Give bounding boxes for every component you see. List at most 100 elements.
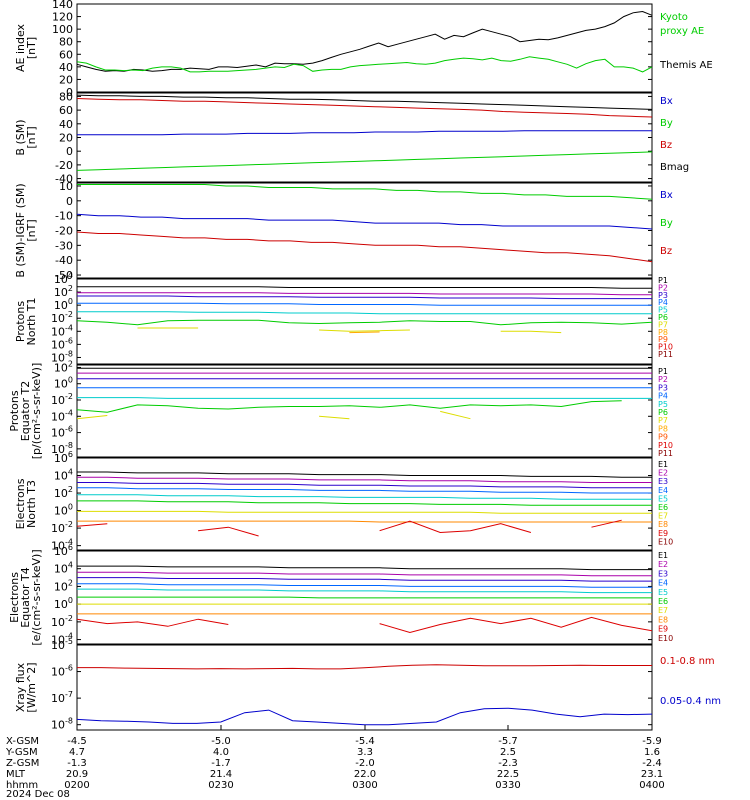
panel-frame [76, 3, 653, 93]
series-bmag [76, 94, 653, 110]
legend-entry: P2 [658, 283, 668, 292]
series-p7 [138, 328, 622, 333]
ytick-label: 102 [54, 485, 73, 500]
ylabel-line: Electrons [8, 572, 21, 623]
legend-entry: P2 [658, 375, 668, 384]
ephemeris-value: 0230 [208, 780, 233, 791]
series-e5 [77, 588, 652, 594]
ytick-label: 10-6 [51, 336, 73, 351]
legend-entry: E7 [658, 606, 668, 615]
ylabel-line: Equator T4 [19, 567, 32, 627]
legend-entry: P9 [658, 335, 668, 344]
series-bz [76, 98, 653, 118]
legend-entry: By [660, 118, 673, 129]
ytick-label: 10-2 [51, 520, 73, 535]
legend-entry: E2 [658, 560, 668, 569]
ytick-label: 10-6 [51, 425, 73, 440]
legend-entry: P7 [658, 416, 668, 425]
legend-entry: E4 [658, 486, 668, 495]
ylabel-line: [p/(cm²-s-sr-keV)] [30, 363, 43, 460]
legend-entry: P11 [658, 449, 673, 458]
ytick-label: -40 [55, 254, 73, 267]
ephemeris-value: 0400 [639, 780, 664, 791]
ephemeris-value: -1.3 [67, 758, 87, 769]
series-p3 [77, 295, 652, 300]
series-p5 [77, 311, 652, 315]
ytick-label: 100 [54, 596, 73, 611]
ylabel-line: AE index [14, 23, 27, 72]
ylabel-line: [e/(cm²-s-sr-keV)] [30, 549, 43, 645]
date-label: 2024 Dec 08 [6, 789, 70, 800]
series-p6 [76, 319, 653, 326]
ytick-label: 10-7 [51, 690, 73, 705]
panel-frame [76, 644, 653, 731]
ephemeris-value: -2.0 [355, 758, 375, 769]
ytick-label: 140 [52, 0, 73, 11]
series-p1 [77, 286, 652, 289]
ephemeris-value: 4.0 [213, 747, 229, 758]
legend-entry: E3 [658, 477, 668, 486]
ytick-label: 10-8 [51, 717, 73, 732]
ephemeris-value: 2.5 [500, 747, 516, 758]
ytick-label: 100 [54, 376, 73, 391]
legend-entry: P6 [658, 313, 668, 322]
ylabel-line: [nT] [25, 126, 38, 148]
legend-entry: P10 [658, 441, 673, 450]
series-e7 [77, 510, 652, 514]
legend-entry: P9 [658, 433, 668, 442]
legend-entry: E10 [658, 634, 673, 643]
legend-entry: E9 [658, 529, 668, 538]
series-kyoto-proxy-ae [76, 56, 653, 73]
series-e4 [77, 583, 652, 588]
legend-entry: P8 [658, 328, 668, 337]
ytick-label: 104 [54, 468, 73, 483]
ylabel-line: B (SM)-IGRF (SM) [14, 183, 27, 277]
ytick-label: 40 [59, 61, 73, 74]
ytick-label: 102 [54, 578, 73, 593]
ephemeris-value: 20.9 [66, 769, 88, 780]
ylabel-line: [nT] [25, 37, 38, 59]
ephemeris-value: 23.1 [641, 769, 663, 780]
legend-entry: P7 [658, 320, 668, 329]
legend-entry: P3 [658, 291, 668, 300]
ephemeris-value: 4.7 [69, 747, 85, 758]
legend-entry: P1 [658, 276, 668, 285]
ephemeris-value: 1.6 [644, 747, 660, 758]
ytick-label: -30 [55, 239, 73, 252]
ytick-label: 10-8 [51, 350, 73, 365]
series-e5 [77, 494, 652, 500]
series-bz [76, 231, 653, 263]
ephemeris-value: 0300 [352, 780, 377, 791]
legend-entry: E7 [658, 512, 668, 521]
legend-entry: E3 [658, 569, 668, 578]
legend-entry: E1 [658, 551, 668, 560]
ephemeris-value: -5.9 [642, 736, 662, 747]
ephemeris-value: -2.4 [642, 758, 662, 769]
series-p5 [77, 397, 652, 399]
ytick-label: -10 [55, 210, 73, 223]
ytick-label: 10-8 [51, 441, 73, 456]
series-p7 [77, 411, 622, 418]
ylabel-line: Electrons [14, 478, 27, 529]
ephemeris-value: -5.7 [498, 736, 518, 747]
ylabel-line: [W/m^2] [25, 662, 38, 712]
legend-entry: E2 [658, 469, 668, 478]
ephemeris-value: -2.3 [498, 758, 518, 769]
ephemeris-value: 0330 [495, 780, 520, 791]
ephemeris-value: -4.5 [67, 736, 87, 747]
ytick-label: 20 [59, 132, 73, 145]
ephemeris-row-label: Z-GSM [6, 758, 39, 769]
series-e6 [77, 500, 652, 506]
ytick-label: 10-4 [51, 538, 73, 553]
ytick-label: 10-2 [51, 392, 73, 407]
ephemeris-value: -5.4 [355, 736, 375, 747]
legend-entry: P6 [658, 408, 668, 417]
legend-entry: P8 [658, 424, 668, 433]
legend-entry: P10 [658, 343, 673, 352]
legend-entry: 0.05-0.4 nm [660, 696, 721, 707]
ephemeris-value: 22.5 [497, 769, 519, 780]
legend-entry: Bx [660, 96, 673, 107]
legend-entry: Bz [660, 140, 672, 151]
